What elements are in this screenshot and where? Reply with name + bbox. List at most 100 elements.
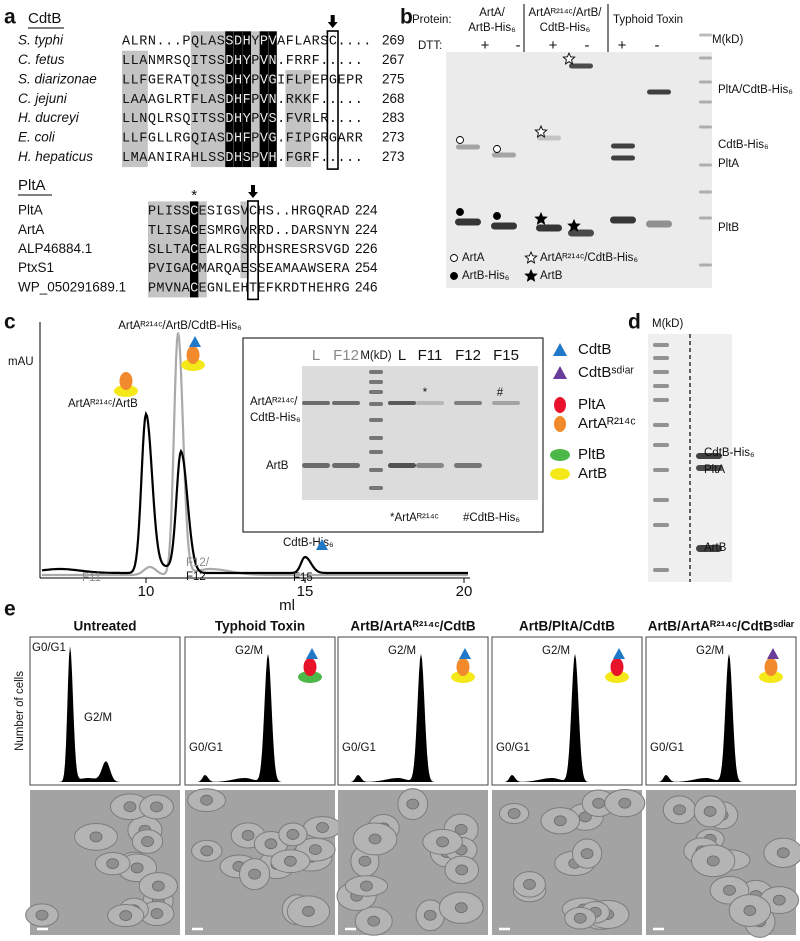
- shade-gray: [190, 31, 226, 168]
- icon-triangle: [316, 539, 328, 550]
- legend-label: ArtA: [462, 252, 485, 264]
- peak-label: ArtAᴿ²¹⁴ᶜ/ArtB/CdtB-His₆: [118, 320, 242, 332]
- shade-black: [242, 31, 251, 168]
- sequence-name: E. coli: [18, 130, 56, 145]
- residue-number: 226: [355, 241, 378, 256]
- legend-swatch: [554, 416, 566, 432]
- nucleus: [406, 798, 420, 810]
- gel-band: [388, 401, 416, 405]
- gel-band: [696, 453, 722, 459]
- nucleus: [706, 855, 720, 867]
- section-title: PltA: [18, 177, 46, 194]
- marker-label: M(kD): [652, 318, 683, 330]
- row-label: Protein:: [412, 14, 452, 26]
- group-label: ArtA/: [479, 7, 505, 19]
- gel-band: [699, 190, 712, 194]
- peak-label: G0/G1: [32, 642, 66, 654]
- arrow: [248, 185, 258, 198]
- residue-number: 254: [355, 260, 378, 275]
- icon-body: [186, 346, 200, 364]
- nucleus: [316, 822, 329, 833]
- gel-band: [653, 523, 669, 527]
- gel-band: [416, 401, 444, 405]
- gel-band: [653, 468, 669, 472]
- gel-band: [699, 163, 712, 167]
- gel-band: [456, 144, 480, 150]
- gel-band: [653, 423, 669, 427]
- nucleus: [141, 836, 154, 847]
- band-label: PltA: [704, 464, 725, 476]
- gel-band: [388, 463, 416, 468]
- nucleus: [553, 815, 567, 827]
- gel-band: [369, 468, 383, 472]
- dtt-sign: -: [655, 37, 660, 54]
- nucleus: [580, 848, 594, 860]
- nucleus: [423, 909, 437, 921]
- nucleus: [106, 858, 120, 870]
- dtt-sign: -: [585, 37, 590, 54]
- sequence: PMVNACEGNLEHTEFKRDTHEHRG: [148, 281, 350, 296]
- nucleus: [248, 868, 261, 880]
- panel-title: Untreated: [73, 619, 136, 634]
- gel-band: [569, 63, 593, 69]
- band-label: ArtB: [266, 460, 289, 472]
- group-label: ArtAᴿ²¹⁴ᶜ/ArtB/: [529, 7, 603, 19]
- sequence-name: PltA: [18, 203, 43, 218]
- nucleus: [367, 915, 381, 927]
- nucleus: [286, 829, 300, 840]
- x-tick-label: 20: [456, 583, 473, 600]
- star-symbol: [524, 268, 538, 282]
- sequence: SLLTACEALRGSRDHSRESRSVGD: [148, 243, 350, 258]
- icon-base: [451, 671, 475, 683]
- peak-label: G0/G1: [650, 742, 684, 754]
- nucleus: [360, 880, 373, 892]
- dtt-sign: +: [618, 37, 627, 54]
- sequence-name: ALP46884.1: [18, 241, 92, 256]
- residue-number: 273: [382, 130, 405, 145]
- star-symbol: [567, 218, 581, 232]
- group-label: CdtB-His₆: [540, 22, 591, 34]
- row-label: DTT:: [418, 40, 442, 52]
- gel-band: [369, 486, 383, 490]
- gel-band: [699, 56, 712, 60]
- gel-band: [653, 568, 669, 572]
- panel-letter: d: [628, 311, 641, 334]
- gel-band: [416, 463, 444, 468]
- legend-swatch: [553, 366, 567, 379]
- gel-band: [455, 218, 481, 226]
- histogram-frame: [29, 636, 181, 786]
- legend-swatch: [553, 343, 567, 356]
- highlight-box: [326, 30, 339, 170]
- gel-band: [699, 100, 712, 104]
- peak-label: G2/M: [84, 712, 112, 724]
- icon-body: [119, 372, 133, 390]
- lane-label: L: [398, 347, 406, 364]
- band-label: ArtB: [704, 542, 727, 554]
- nucleus: [308, 844, 322, 855]
- panel-letter: e: [4, 598, 16, 621]
- lane-label: M(kD): [360, 350, 391, 362]
- nucleus: [150, 908, 164, 919]
- dtt-sign: +: [549, 37, 558, 54]
- panel-letter: b: [400, 6, 413, 29]
- gel-band: [454, 401, 482, 405]
- shade-black: [233, 31, 243, 168]
- mark: #: [497, 387, 504, 399]
- legend-swatch: [550, 468, 570, 480]
- sequence-name: H. ducreyi: [18, 110, 80, 125]
- inset-gel: [302, 366, 538, 500]
- residue-number: 269: [382, 33, 405, 48]
- circle-symbol: [450, 254, 458, 262]
- nucleus: [35, 909, 49, 921]
- star-symbol: [562, 51, 576, 65]
- gel-band: [369, 390, 383, 394]
- circle-symbol: [493, 212, 501, 220]
- legend-label: CdtB: [578, 341, 611, 358]
- band-label: PltA/CdtB-His₆: [718, 84, 793, 96]
- axis-label: Number of cells: [14, 671, 26, 751]
- band-label: CdtB-His₆: [718, 139, 769, 151]
- nucleus: [358, 855, 372, 867]
- shade-gray: [240, 201, 249, 279]
- x-tick-label: 10: [138, 583, 155, 600]
- gel-band: [369, 402, 383, 406]
